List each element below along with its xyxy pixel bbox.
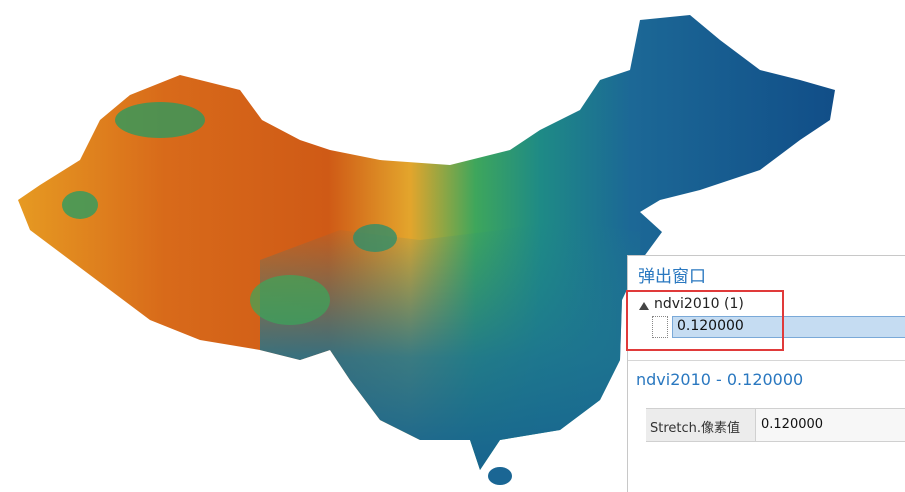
feature-title: ndvi2010 - 0.120000 (636, 370, 804, 389)
popup-title: 弹出窗口 (638, 267, 706, 287)
south-region (260, 220, 640, 470)
vegetation-patch (353, 224, 397, 252)
attribute-field: Stretch.像素值 (646, 409, 756, 441)
vegetation-patch (250, 275, 330, 325)
tree-layer[interactable]: ndvi2010 (1) (654, 296, 744, 312)
tree-connector (652, 316, 668, 338)
attribute-value: 0.120000 (756, 409, 905, 441)
tree-row-selected[interactable]: 0.120000 (672, 316, 905, 338)
hainan (488, 467, 512, 485)
highlight-box (626, 290, 784, 351)
vegetation-patch (62, 191, 98, 219)
tree-value: 0.120000 (677, 318, 744, 334)
separator (628, 360, 905, 361)
expand-arrow[interactable] (638, 300, 650, 312)
popup-panel: 弹出窗口 ndvi2010 (1) 0.120000 ndvi2010 - 0.… (627, 255, 905, 492)
attribute-row: Stretch.像素值 0.120000 (646, 408, 905, 442)
vegetation-patch (115, 102, 205, 138)
